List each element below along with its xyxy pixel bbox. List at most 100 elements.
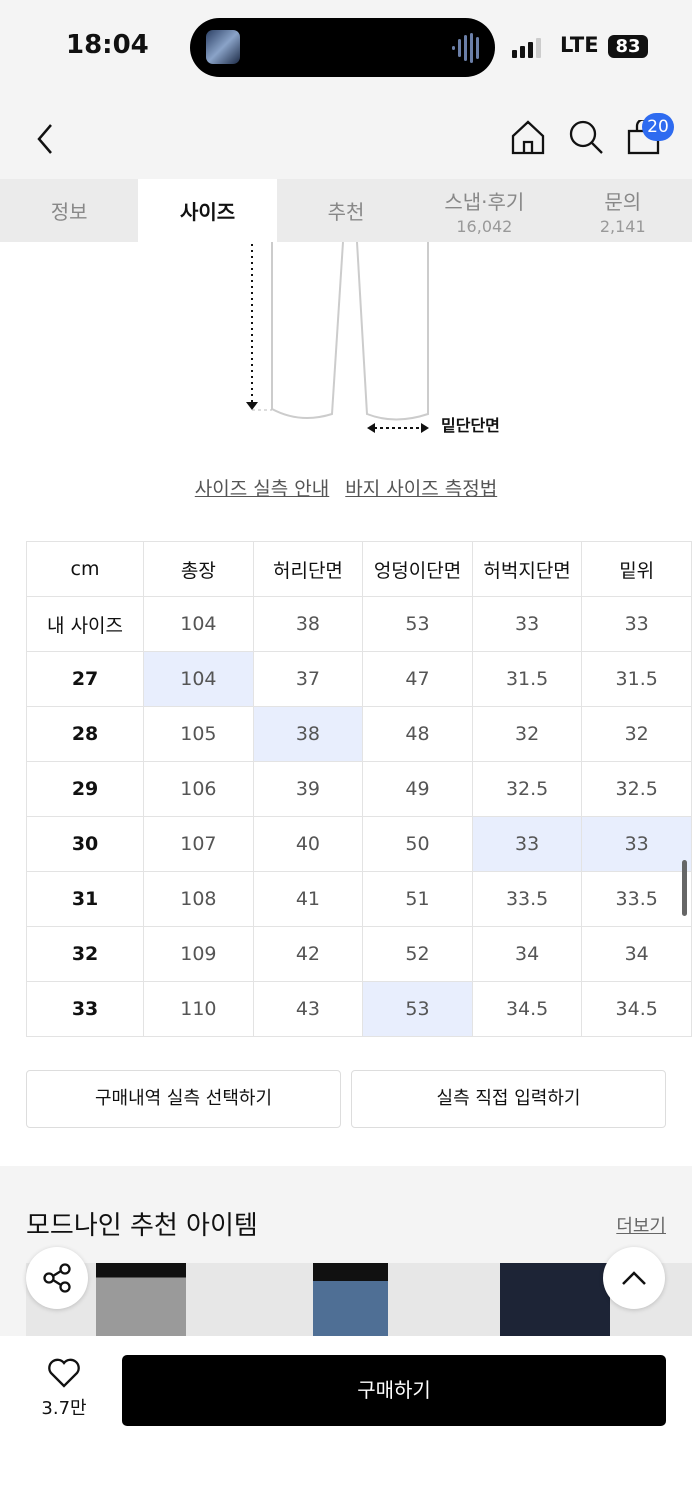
table-row: 28 105 38 48 32 32 <box>25 706 692 762</box>
table-cell: 38 <box>252 596 364 652</box>
table-cell: 42 <box>252 926 364 982</box>
table-cell: 53 <box>362 596 473 652</box>
audio-wave-icon <box>452 32 479 64</box>
tab-size[interactable]: 사이즈 <box>138 179 277 242</box>
table-header-row: cm 총장 허리단면 엉덩이단면 허벅지단면 밑위 <box>25 541 692 597</box>
table-cell: 33 <box>471 816 583 872</box>
more-link[interactable]: 더보기 <box>616 1216 666 1237</box>
table-cell: 33 <box>581 816 692 872</box>
row-label: 33 <box>25 981 145 1037</box>
table-row: 33 110 43 53 34.5 34.5 <box>25 981 692 1037</box>
hem-label: 밑단단면 <box>441 416 500 435</box>
column-header: 총장 <box>143 541 254 597</box>
share-icon <box>43 1263 71 1293</box>
product-image[interactable] <box>96 1263 186 1336</box>
table-row: 32 109 42 52 34 34 <box>25 926 692 982</box>
tab-label: 사이즈 <box>179 200 236 224</box>
table-cell: 41 <box>252 871 364 927</box>
table-row: 31 108 41 51 33.5 33.5 <box>25 871 692 927</box>
table-cell: 38 <box>252 706 364 762</box>
tab-label: 스냅·후기 <box>444 189 525 214</box>
row-label: 내 사이즈 <box>25 596 145 652</box>
size-table: cm 총장 허리단면 엉덩이단면 허벅지단면 밑위 내 사이즈 104 38 53 33 33 27 10… <box>25 541 692 1037</box>
search-icon[interactable] <box>567 118 605 156</box>
buy-button[interactable]: 구매하기 <box>122 1355 666 1426</box>
tab-count: 2,141 <box>599 216 646 236</box>
table-cell: 106 <box>143 761 254 817</box>
column-header: cm <box>25 541 145 597</box>
like-button[interactable]: 3.7만 <box>36 1358 92 1420</box>
table-cell: 108 <box>143 871 254 927</box>
heart-icon <box>48 1358 80 1388</box>
tab-recommend[interactable]: 추천 <box>277 179 415 242</box>
table-cell: 31.5 <box>581 651 692 707</box>
dynamic-island <box>190 18 495 77</box>
table-cell: 107 <box>143 816 254 872</box>
table-cell: 48 <box>362 706 473 762</box>
like-count: 3.7만 <box>41 1398 87 1419</box>
table-cell: 47 <box>362 651 473 707</box>
tab-reviews[interactable]: 스냅·후기 16,042 <box>415 179 553 242</box>
table-row: 내 사이즈 104 38 53 33 33 <box>25 596 692 652</box>
table-cell: 110 <box>143 981 254 1037</box>
tab-inquiry[interactable]: 문의 2,141 <box>554 179 692 242</box>
column-header: 엉덩이단면 <box>362 541 473 597</box>
table-cell: 34.5 <box>471 981 583 1037</box>
table-cell: 43 <box>252 981 364 1037</box>
row-label: 31 <box>25 871 145 927</box>
product-image[interactable] <box>500 1263 610 1336</box>
table-cell: 53 <box>362 981 473 1037</box>
table-cell: 34 <box>581 926 692 982</box>
table-cell: 33.5 <box>471 871 583 927</box>
row-label: 32 <box>25 926 145 982</box>
table-cell: 34 <box>471 926 583 982</box>
top-nav <box>0 100 692 179</box>
table-cell: 32 <box>581 706 692 762</box>
table-cell: 32.5 <box>581 761 692 817</box>
table-cell: 105 <box>143 706 254 762</box>
status-bar: 18:04 LTE 83 <box>0 0 692 100</box>
signal-icon <box>512 38 541 58</box>
tab-label: 정보 <box>50 200 88 224</box>
table-cell: 52 <box>362 926 473 982</box>
chevron-up-icon <box>622 1271 646 1285</box>
manual-input-button[interactable]: 실측 직접 입력하기 <box>351 1070 666 1128</box>
row-label: 28 <box>25 706 145 762</box>
column-header: 허리단면 <box>252 541 364 597</box>
table-cell: 49 <box>362 761 473 817</box>
pants-diagram <box>246 242 429 433</box>
tab-label: 문의 <box>604 189 642 214</box>
table-cell: 39 <box>252 761 364 817</box>
table-cell: 109 <box>143 926 254 982</box>
recommend-title: 모드나인 추천 아이템 <box>26 1211 258 1241</box>
clock: 18:04 <box>66 30 149 60</box>
measure-guide-link[interactable]: 바지 사이즈 측정법 <box>345 478 498 500</box>
home-icon[interactable] <box>509 118 547 156</box>
select-purchase-button[interactable]: 구매내역 실측 선택하기 <box>26 1070 341 1128</box>
table-cell: 34.5 <box>581 981 692 1037</box>
column-header: 허벅지단면 <box>471 541 583 597</box>
table-cell: 32.5 <box>471 761 583 817</box>
table-cell: 40 <box>252 816 364 872</box>
row-label: 29 <box>25 761 145 817</box>
battery-icon: 83 <box>608 35 648 58</box>
share-button[interactable] <box>26 1247 88 1309</box>
table-row: 27 104 37 47 31.5 31.5 <box>25 651 692 707</box>
table-cell: 31.5 <box>471 651 583 707</box>
table-cell: 32 <box>471 706 583 762</box>
album-art <box>206 30 240 64</box>
product-tabs: 정보 사이즈 추천 스냅·후기 16,042 문의 2,141 <box>0 179 692 242</box>
row-label: 30 <box>25 816 145 872</box>
tab-label: 추천 <box>327 200 365 224</box>
table-cell: 104 <box>143 651 254 707</box>
back-icon[interactable] <box>34 122 56 156</box>
scroll-top-button[interactable] <box>603 1247 665 1309</box>
scrollbar[interactable] <box>682 860 687 916</box>
tab-count: 16,042 <box>456 216 513 236</box>
product-image[interactable] <box>313 1263 388 1336</box>
table-cell: 37 <box>252 651 364 707</box>
size-guide-link[interactable]: 사이즈 실측 안내 <box>194 478 330 500</box>
table-row: 30 107 40 50 33 33 <box>25 816 692 872</box>
row-label: 27 <box>25 651 145 707</box>
tab-info[interactable]: 정보 <box>0 179 138 242</box>
